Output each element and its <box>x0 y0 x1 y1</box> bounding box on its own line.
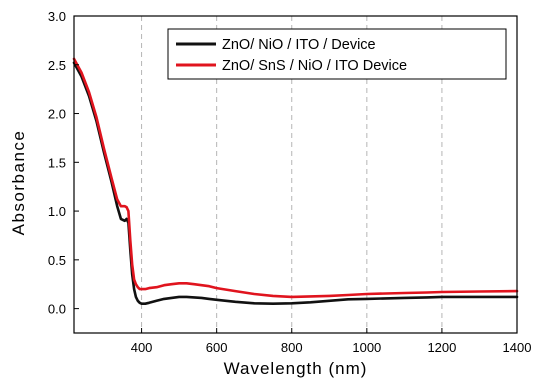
y-tick-label: 0.0 <box>48 302 66 317</box>
y-tick-label: 0.5 <box>48 253 66 268</box>
x-tick-label: 1400 <box>503 340 532 355</box>
x-tick-label: 1000 <box>352 340 381 355</box>
legend: ZnO/ NiO / ITO / Device ZnO/ SnS / NiO /… <box>167 28 507 80</box>
series-line-1 <box>72 61 519 305</box>
y-axis-label: Absorbance <box>9 130 28 236</box>
y-tick-label: 2.0 <box>48 107 66 122</box>
y-tick-label: 1.0 <box>48 204 66 219</box>
x-tick-label: 1200 <box>427 340 456 355</box>
x-tick-label: 600 <box>206 340 228 355</box>
x-axis-ticks: 400 600 800 1000 1200 1400 <box>131 328 532 355</box>
y-tick-label: 3.0 <box>48 9 66 24</box>
y-tick-label: 1.5 <box>48 155 66 170</box>
plot-frame <box>73 15 518 334</box>
x-axis-label: Wavelength (nm) <box>224 359 368 378</box>
legend-box <box>167 28 507 80</box>
grid-lines <box>141 16 443 333</box>
legend-label-series-2: ZnO/ SnS / NiO / ITO Device <box>222 58 407 74</box>
x-tick-label: 400 <box>131 340 153 355</box>
legend-label-series-1: ZnO/ NiO / ITO / Device <box>222 37 376 53</box>
x-tick-label: 800 <box>281 340 303 355</box>
series-lines <box>72 57 519 305</box>
y-axis-ticks: 0.0 0.5 1.0 1.5 2.0 2.5 3.0 <box>48 9 79 317</box>
y-tick-label: 2.5 <box>48 58 66 73</box>
series-line-2 <box>72 57 519 299</box>
